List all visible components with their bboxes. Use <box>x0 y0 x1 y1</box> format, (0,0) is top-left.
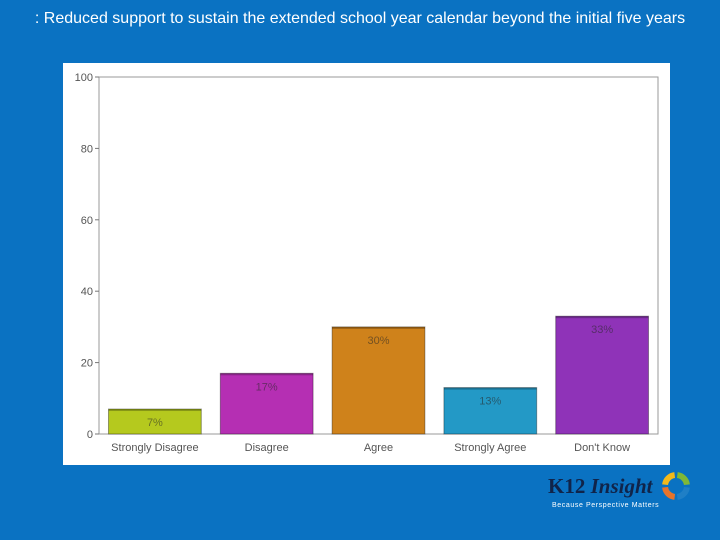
bar-top-edge <box>555 316 649 319</box>
y-tick-label: 0 <box>87 429 93 441</box>
y-tick-label: 60 <box>81 215 93 227</box>
bar <box>108 408 202 435</box>
y-tick-label: 100 <box>75 72 93 84</box>
bar-top-edge <box>108 409 202 412</box>
x-category-label: Strongly Disagree <box>111 442 198 454</box>
chart-panel: 0 20 40 60 80 100 7% Strongly Disagree 17% Disagr… <box>63 63 670 465</box>
logo-tagline: Because Perspective Matters <box>552 502 660 509</box>
bar <box>555 315 649 435</box>
bar-top-edge <box>443 387 537 390</box>
bar-value-label: 17% <box>256 381 278 393</box>
y-tick-label: 80 <box>81 143 93 155</box>
slide-title: : Reduced support to sustain the extende… <box>34 10 686 27</box>
logo-ring-segment <box>662 486 676 500</box>
y-tick-label: 20 <box>81 358 93 370</box>
k12-insight-logo: K12 Insight Because Perspective Matters <box>548 468 698 513</box>
bar-chart: 0 20 40 60 80 100 7% Strongly Disagree 17% Disagr… <box>75 72 659 454</box>
logo-ring-segment <box>676 486 690 500</box>
bar-value-label: 33% <box>591 324 613 336</box>
bar-value-label: 13% <box>479 396 501 408</box>
bar <box>443 387 538 435</box>
bar <box>219 372 314 435</box>
x-category-label: Don't Know <box>574 442 630 454</box>
bar <box>331 326 426 435</box>
bar-value-label: 7% <box>147 417 163 429</box>
logo-ring-segment <box>662 472 676 486</box>
bar-top-edge <box>220 373 314 376</box>
logo-ring-icon <box>662 472 690 500</box>
bar-value-label: 30% <box>367 335 389 347</box>
logo-k12: K12 <box>548 474 586 498</box>
logo-wordmark: K12 Insight <box>548 474 652 499</box>
x-category-label: Agree <box>364 442 393 454</box>
y-tick-label: 40 <box>81 286 93 298</box>
logo-ring-segment <box>676 472 690 486</box>
bar-top-edge <box>332 326 425 329</box>
logo-insight: Insight <box>590 474 653 498</box>
x-category-label: Strongly Agree <box>454 442 526 454</box>
x-category-label: Disagree <box>245 442 289 454</box>
